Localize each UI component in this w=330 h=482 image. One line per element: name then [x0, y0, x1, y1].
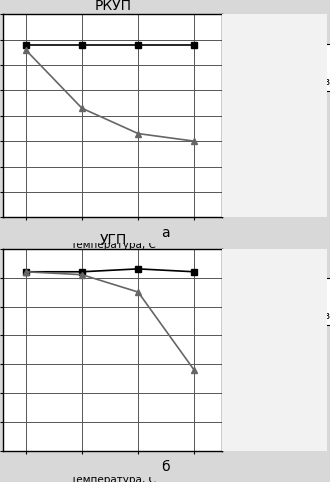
- Title: УГП: УГП: [99, 233, 126, 247]
- После
деформации: [192, 42, 196, 48]
- После
деформации: [136, 42, 140, 48]
- Line: После нагрева: После нагрева: [22, 46, 198, 145]
- Text: а: а: [161, 226, 169, 240]
- После нагрева: [80, 272, 84, 278]
- Line: После
деформации: После деформации: [22, 41, 198, 48]
- Legend: После
деформации, После нагрева: После деформации, После нагрева: [230, 44, 330, 91]
- После нагрева: [80, 106, 84, 111]
- Line: После нагрева: После нагрева: [22, 268, 198, 374]
- После
деформации: [192, 269, 196, 275]
- Line: После
деформации: После деформации: [22, 266, 198, 275]
- После
деформации: [24, 42, 28, 48]
- Title: РКУП: РКУП: [94, 0, 131, 13]
- После
деформации: [136, 266, 140, 272]
- После нагрева: [24, 47, 28, 53]
- После
деформации: [80, 42, 84, 48]
- X-axis label: Температура, С: Температура, С: [70, 241, 156, 250]
- После нагрева: [192, 138, 196, 144]
- После нагрева: [192, 367, 196, 373]
- X-axis label: Температура, С: Температура, С: [70, 474, 156, 482]
- Text: б: б: [161, 460, 169, 474]
- После нагрева: [24, 269, 28, 275]
- Legend: После
деформации, После нагрева: После деформации, После нагрева: [230, 278, 330, 325]
- После нагрева: [136, 131, 140, 136]
- После
деформации: [80, 269, 84, 275]
- После нагрева: [136, 289, 140, 295]
- После
деформации: [24, 269, 28, 275]
